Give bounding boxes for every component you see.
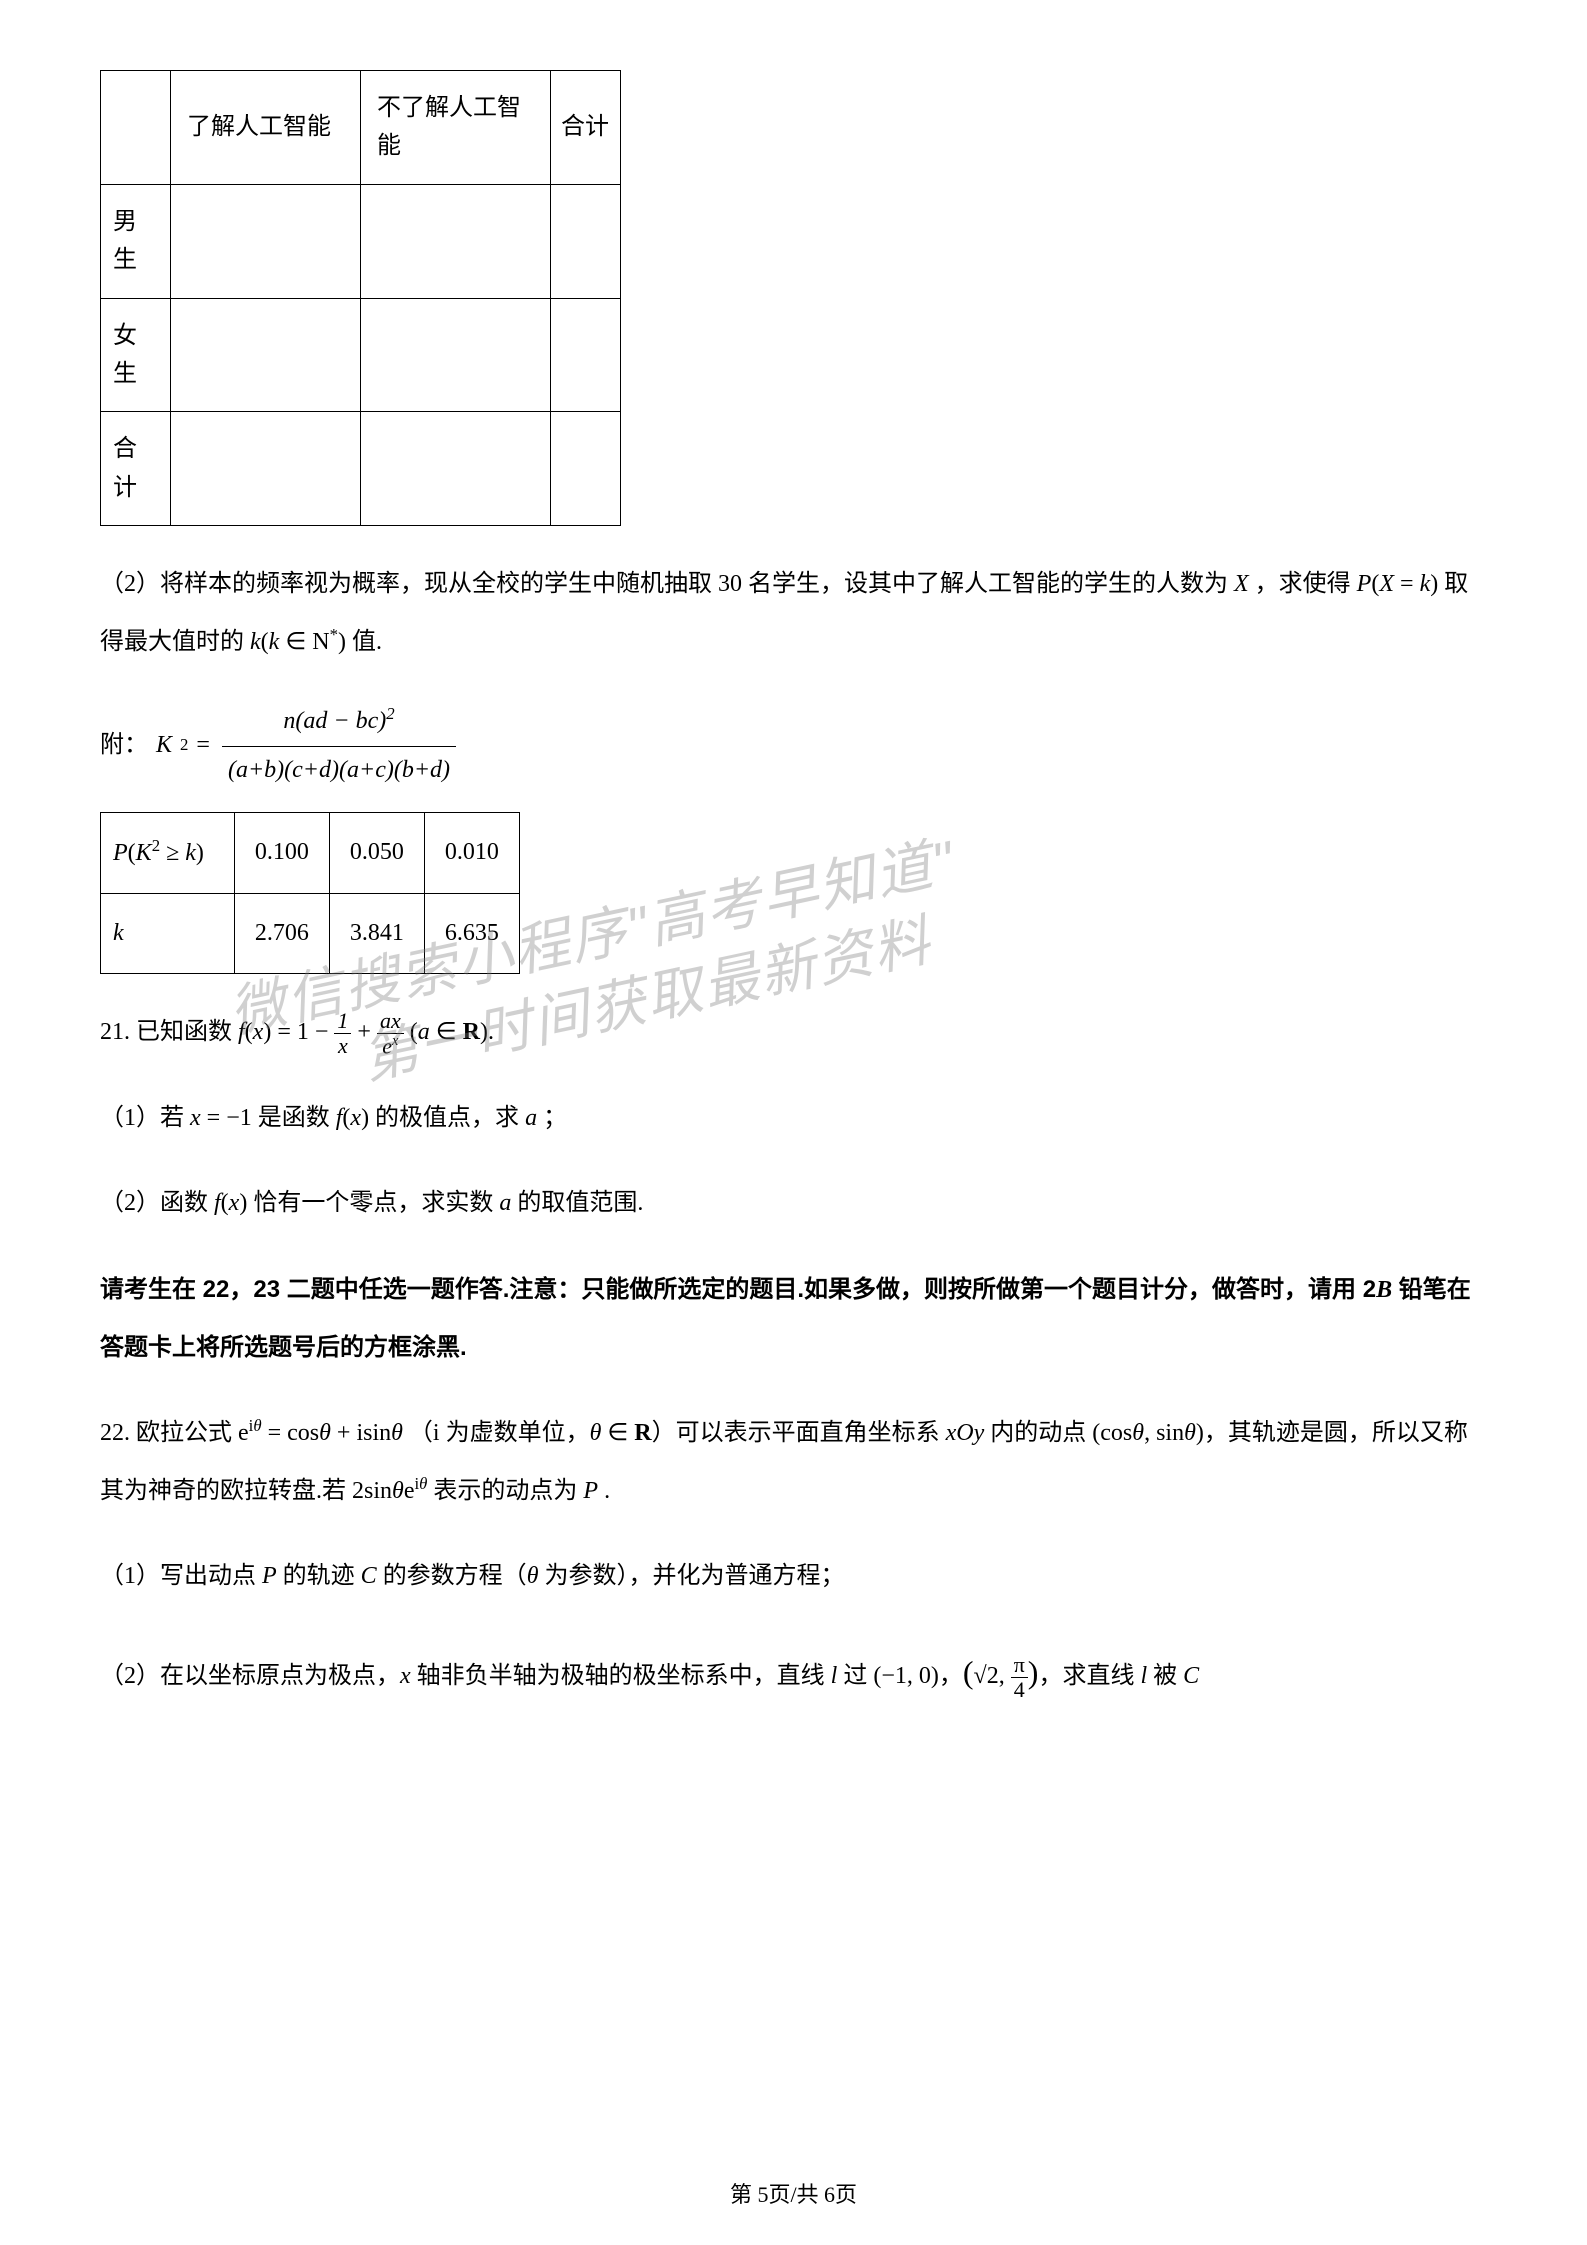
cell: 0.100	[234, 812, 329, 893]
cell: 0.010	[424, 812, 519, 893]
header-col1: 了解人工智能	[171, 71, 361, 185]
header-col3: 合计	[551, 71, 621, 185]
q21-part2: （2）函数 f(x) 恰有一个零点，求实数 a 的取值范围.	[100, 1175, 1487, 1233]
critical-values-table: P(K2 ≥ k) 0.100 0.050 0.010 k 2.706 3.84…	[100, 812, 520, 974]
formula-label: 附：	[100, 724, 148, 767]
table-row: P(K2 ≥ k) 0.100 0.050 0.010	[101, 812, 520, 893]
cell	[361, 412, 551, 526]
cell	[361, 298, 551, 412]
q21-stem: 21. 已知函数 f(x) = 1 − 1x + axex (a ∈ R).	[100, 1004, 1487, 1062]
row-label-male: 男生	[101, 184, 171, 298]
cell	[171, 412, 361, 526]
cell: 2.706	[234, 893, 329, 973]
q20-part2-text: （2）将样本的频率视为概率，现从全校的学生中随机抽取 30 名学生，设其中了解人…	[100, 556, 1487, 671]
q22-part2: （2）在以坐标原点为极点，x 轴非负半轴为极轴的极坐标系中，直线 l 过 (−1…	[100, 1634, 1487, 1711]
q21-part1: （1）若 x = −1 是函数 f(x) 的极值点，求 a ；	[100, 1090, 1487, 1148]
cell	[361, 184, 551, 298]
header-col2: 不了解人工智能	[361, 71, 551, 185]
table-row: k 2.706 3.841 6.635	[101, 893, 520, 973]
denominator: (a+b)(c+d)(a+c)(b+d)	[222, 747, 456, 792]
cell: 0.050	[329, 812, 424, 893]
page-footer: 第 5页/共 6页	[0, 2175, 1587, 2215]
q22-number: 22.	[100, 1420, 130, 1446]
cell	[551, 412, 621, 526]
formula-k-squared: 附： K2 = n(ad − bc)2 (a+b)(c+d)(a+c)(b+d)	[100, 699, 1487, 791]
row-label-total: 合计	[101, 412, 171, 526]
cell	[171, 184, 361, 298]
table-row: 男生	[101, 184, 621, 298]
instruction-text: 请考生在 22，23 二题中任选一题作答.注意：只能做所选定的题目.如果多做，则…	[100, 1261, 1487, 1377]
contingency-table: 了解人工智能 不了解人工智能 合计 男生 女生 合计	[100, 70, 621, 526]
q22-part1: （1）写出动点 P 的轨迹 C 的参数方程（θ 为参数），并化为普通方程；	[100, 1548, 1487, 1606]
cell	[551, 298, 621, 412]
cell: 3.841	[329, 893, 424, 973]
q22-stem: 22. 欧拉公式 eiθ = cosθ + isinθ （i 为虚数单位，θ ∈…	[100, 1405, 1487, 1520]
cell: 6.635	[424, 893, 519, 973]
cell	[171, 298, 361, 412]
table-header-row: 了解人工智能 不了解人工智能 合计	[101, 71, 621, 185]
numerator: n(ad − bc)2	[222, 699, 456, 746]
header-empty	[101, 71, 171, 185]
q21-number: 21.	[100, 1019, 130, 1045]
k2-symbol: K	[156, 724, 172, 767]
table-row: 女生	[101, 298, 621, 412]
row1-label: P(K2 ≥ k)	[101, 812, 235, 893]
row2-label: k	[101, 893, 235, 973]
row-label-female: 女生	[101, 298, 171, 412]
cell	[551, 184, 621, 298]
table-row: 合计	[101, 412, 621, 526]
fraction: n(ad − bc)2 (a+b)(c+d)(a+c)(b+d)	[222, 699, 456, 791]
